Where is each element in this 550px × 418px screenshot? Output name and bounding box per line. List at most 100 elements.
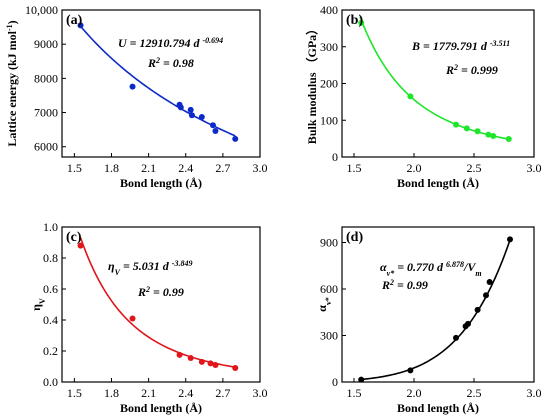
y-axis-title: αv* [315,297,333,312]
data-point [77,242,84,249]
r-squared-label: R2 = 0.98 [147,56,194,71]
y-tick-label: 0.2 [43,344,58,358]
data-point [453,334,459,341]
y-tick-label: 0.8 [43,251,58,265]
y-tick-label: 0 [332,150,338,164]
y-tick-label: 600 [320,282,338,296]
x-tick-label: 3.0 [253,161,268,175]
x-tick-label: 2.5 [467,161,482,175]
x-tick-label: 2.0 [407,161,422,175]
data-point [188,112,195,119]
data-point [490,133,497,140]
data-point [212,128,219,135]
x-tick-label: 2.7 [215,161,230,175]
data-point [463,125,470,132]
data-point [474,306,481,313]
data-point [187,106,194,113]
x-tick-label: 1.5 [347,386,362,400]
x-tick-label: 3.0 [253,386,268,400]
data-point [129,83,136,90]
fit-equation: U = 12910.794 d -0.694 [118,36,223,51]
data-point [129,315,136,322]
y-axis-title: ηV [29,298,47,311]
chart-panel-2: 1.5 2.0 2.5 3.0 0 100 200 300 400 (b) B = 1779.791… [304,3,542,190]
data-point [198,358,205,365]
y-axis-title: Lattice energy (kJ mol-1) [5,20,20,146]
data-point [505,135,512,142]
chart-panel-1: 1.5 1.8 2.1 2.4 2.7 3.0 6000 7000 8000 9000 10,000… [5,3,268,190]
data-point [483,292,489,299]
x-tick-label: 1.8 [104,386,119,400]
data-point [507,236,513,243]
data-point [358,19,365,26]
x-axis-title: Bond length (Å) [397,401,479,415]
x-tick-label: 1.5 [347,161,362,175]
data-point [198,114,205,121]
y-axis-title: Bulk modulus （GPa） [304,23,319,144]
data-point [176,351,183,358]
data-point [407,93,414,100]
x-tick-label: 2.0 [407,386,422,400]
data-point [474,128,481,135]
fit-equation: ηV = 5.031 d -3.849 [108,259,192,277]
x-tick-label: 2.4 [178,386,193,400]
y-tick-label: 900 [320,236,338,250]
y-tick-label: 100 [320,113,338,127]
plot-frame [61,226,261,383]
fit-curve [359,239,511,381]
data-point [453,121,459,128]
data-point [485,131,492,138]
panel-label: (c) [66,230,82,245]
r-squared-label: R2 = 0.999 [445,63,498,78]
r-squared-label: R2 = 0.99 [381,278,428,293]
plot-frame [341,226,535,383]
chart-panel-4: 1.5 2.0 2.5 3.0 0 300 600 900 (d) αv* = 0.770 d 6… [315,226,542,415]
fit-equation: αv* = 0.770 d 6.878/Vm [380,260,482,278]
y-tick-label: 9000 [34,37,58,51]
y-tick-label: 10,000 [25,3,58,17]
x-tick-label: 1.5 [67,161,82,175]
plot-frame [341,9,535,158]
fit-curve [79,237,236,368]
data-point [212,361,219,368]
fit-equation: B = 1779.791 d -3.511 [411,39,510,54]
y-tick-label: 1.0 [43,220,58,234]
chart-panel-3: 1.5 1.8 2.1 2.4 2.7 3.0 0.0 0.2 0.4 0.6 0.8 1.0 (c) η… [29,220,268,415]
y-tick-label: 300 [320,40,338,54]
x-tick-label: 1.8 [104,161,119,175]
x-axis-title: Bond length (Å) [120,176,202,190]
y-tick-label: 0.0 [43,375,58,389]
x-tick-label: 2.1 [141,161,156,175]
data-point [358,376,365,383]
data-point [209,122,216,129]
y-tick-label: 400 [320,3,338,17]
x-tick-label: 2.1 [141,386,156,400]
panel-label: (b) [346,13,363,28]
data-point [232,365,239,372]
panel-label: (a) [66,13,83,28]
y-tick-label: 200 [320,77,338,91]
data-point [486,279,493,286]
x-tick-label: 1.5 [67,386,82,400]
data-point [407,367,414,374]
x-tick-label: 2.7 [215,386,230,400]
y-tick-label: 7000 [34,106,58,120]
data-point [177,104,184,111]
r-squared-label: R2 = 0.99 [137,285,184,300]
y-tick-label: 0.4 [43,313,58,327]
x-axis-title: Bond length (Å) [120,401,202,415]
y-tick-label: 0 [332,375,338,389]
data-point [187,354,194,361]
y-tick-label: 8000 [34,71,58,85]
x-tick-label: 2.4 [178,161,193,175]
data-point [465,320,471,327]
plot-frame [61,9,261,158]
x-tick-label: 2.5 [467,386,482,400]
x-axis-title: Bond length (Å) [397,176,479,190]
y-tick-label: 300 [320,329,338,343]
fit-curve [359,16,511,141]
y-tick-label: 0.6 [43,282,58,296]
y-tick-label: 6000 [34,140,58,154]
data-point [207,360,214,367]
